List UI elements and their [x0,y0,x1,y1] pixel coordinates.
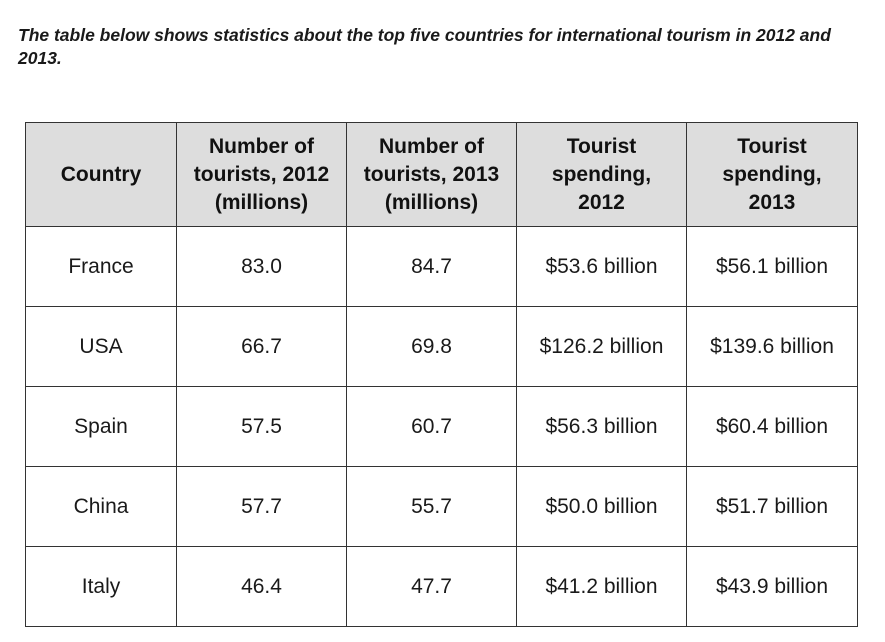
header-tourists-2012: Number of tourists, 2012 (millions) [176,122,347,227]
header-line: Number of [209,134,314,158]
header-line: (millions) [214,190,309,214]
header-line: Number of [379,134,484,158]
cell-spending-2013: $60.4 billion [686,386,858,467]
header-line: spending, [722,162,822,186]
cell-tourists-2013: 69.8 [346,306,517,387]
header-line: tourists, 2013 [363,162,500,186]
header-line: spending, [551,162,652,186]
cell-country: Italy [25,546,177,627]
cell-spending-2013: $56.1 billion [686,226,858,307]
header-line: Tourist [566,134,637,158]
cell-tourists-2012: 57.7 [176,466,347,547]
cell-spending-2013: $139.6 billion [686,306,858,387]
cell-spending-2013: $43.9 billion [686,546,858,627]
table-row: France 83.0 84.7 $53.6 billion $56.1 bil… [25,226,858,307]
cell-country: France [25,226,177,307]
table-row: USA 66.7 69.8 $126.2 billion $139.6 bill… [25,306,858,387]
cell-tourists-2012: 46.4 [176,546,347,627]
cell-spending-2012: $41.2 billion [516,546,687,627]
cell-tourists-2013: 55.7 [346,466,517,547]
header-country: Country [25,122,177,227]
header-line: (millions) [384,190,479,214]
header-row: Country Number of tourists, 2012 (millio… [25,122,858,227]
cell-tourists-2013: 47.7 [346,546,517,627]
header-line: 2013 [748,190,796,214]
cell-country: China [25,466,177,547]
table-row: Spain 57.5 60.7 $56.3 billion $60.4 bill… [25,386,858,467]
header-spending-2012: Tourist spending, 2012 [516,122,687,227]
cell-spending-2012: $126.2 billion [516,306,687,387]
table-row: Italy 46.4 47.7 $41.2 billion $43.9 bill… [25,546,858,627]
header-line: Tourist [737,134,807,158]
cell-spending-2012: $53.6 billion [516,226,687,307]
header-line: 2012 [578,190,625,214]
cell-spending-2012: $56.3 billion [516,386,687,467]
tourism-statistics-table: Country Number of tourists, 2012 (millio… [25,122,858,627]
intro-text: The table below shows statistics about t… [18,25,831,68]
cell-country: Spain [25,386,177,467]
header-spending-2013: Tourist spending, 2013 [686,122,858,227]
cell-country: USA [25,306,177,387]
cell-tourists-2013: 60.7 [346,386,517,467]
cell-tourists-2013: 84.7 [346,226,517,307]
header-tourists-2013: Number of tourists, 2013 (millions) [346,122,517,227]
cell-spending-2013: $51.7 billion [686,466,858,547]
cell-spending-2012: $50.0 billion [516,466,687,547]
header-line: tourists, 2012 [193,162,330,186]
cell-tourists-2012: 66.7 [176,306,347,387]
cell-tourists-2012: 57.5 [176,386,347,467]
table-header: Country Number of tourists, 2012 (millio… [25,122,858,227]
cell-tourists-2012: 83.0 [176,226,347,307]
table-row: China 57.7 55.7 $50.0 billion $51.7 bill… [25,466,858,547]
header-line: Country [60,162,142,186]
table-body: France 83.0 84.7 $53.6 billion $56.1 bil… [25,226,858,627]
